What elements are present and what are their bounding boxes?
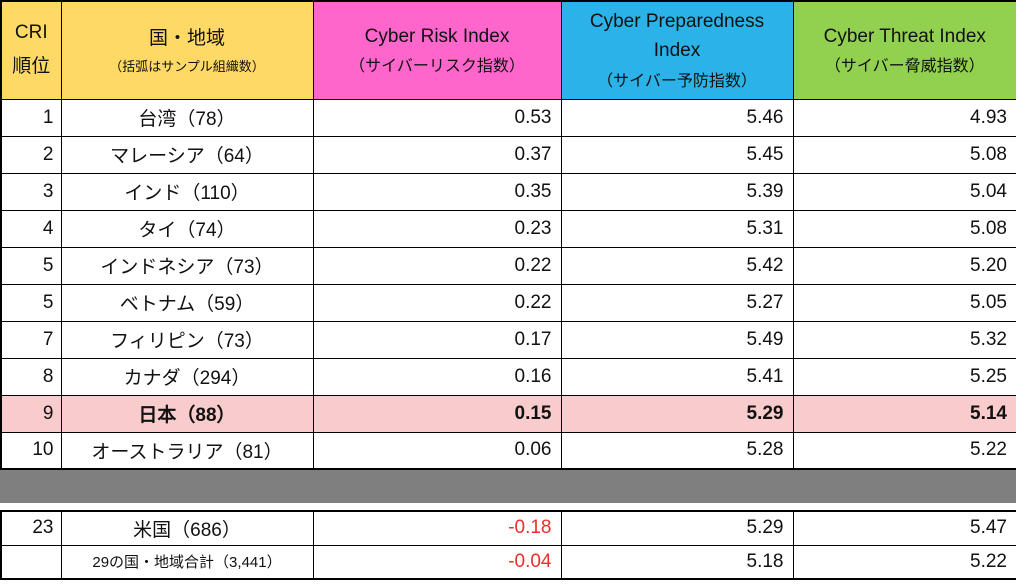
header-cri-rank-line2: 順位 [12, 56, 51, 78]
country-cell: オーストラリア（81） [60, 431, 314, 470]
prep-value-cell: 5.46 [560, 98, 794, 137]
country-cell: タイ（74） [60, 209, 314, 248]
table-row: 5 ベトナム（59） 0.22 5.27 5.05 [0, 283, 1016, 322]
threat-value-cell: 5.25 [792, 357, 1016, 396]
rank-cell: 10 [0, 431, 62, 470]
country-cell: カナダ（294） [60, 357, 314, 396]
header-cyber-preparedness-index: Cyber Preparedness Index （サイバー予防指数） [560, 0, 794, 100]
rank-cell: 9 [0, 394, 62, 433]
table-row: 8 カナダ（294） 0.16 5.41 5.25 [0, 357, 1016, 396]
threat-value-cell: 4.93 [792, 98, 1016, 137]
rank-cell: 4 [0, 209, 62, 248]
header-risk-title: Cyber Risk Index [364, 25, 510, 47]
separator-gap [0, 503, 1016, 510]
threat-value-cell: 5.05 [792, 283, 1016, 322]
risk-value-cell: 0.53 [312, 98, 562, 137]
prep-value-cell: 5.45 [560, 135, 794, 174]
country-cell: ベトナム（59） [60, 283, 314, 322]
rank-cell: 2 [0, 135, 62, 174]
prep-value-cell: 5.41 [560, 357, 794, 396]
risk-value-cell: 0.35 [312, 172, 562, 211]
country-cell: 米国（686） [60, 510, 314, 546]
header-cyber-threat-index: Cyber Threat Index （サイバー脅威指数） [792, 0, 1016, 100]
header-country-title: 国・地域 [148, 27, 225, 49]
prep-value-cell: 5.29 [560, 394, 794, 433]
header-cri-rank-line1: CRI [14, 22, 48, 44]
rank-cell-empty [0, 544, 62, 580]
risk-value-cell: 0.06 [312, 431, 562, 470]
header-country-region: 国・地域 （括弧はサンプル組織数） [60, 0, 314, 100]
threat-value-cell: 5.22 [792, 544, 1016, 580]
bottom-table: 23 米国（686） -0.18 5.29 5.47 29の国・地域合計（3,4… [0, 510, 1016, 580]
country-cell: 日本（88） [60, 394, 314, 433]
threat-value-cell: 5.20 [792, 246, 1016, 285]
threat-value-cell: 5.47 [792, 510, 1016, 546]
prep-value-cell: 5.39 [560, 172, 794, 211]
prep-value-cell: 5.28 [560, 431, 794, 470]
prep-value-cell: 5.31 [560, 209, 794, 248]
rank-cell: 7 [0, 320, 62, 359]
threat-value-cell: 5.04 [792, 172, 1016, 211]
threat-value-cell: 5.32 [792, 320, 1016, 359]
prep-value-cell: 5.49 [560, 320, 794, 359]
table-row: 3 インド（110） 0.35 5.39 5.04 [0, 172, 1016, 211]
risk-value-cell-negative: -0.18 [312, 510, 562, 546]
table-row: 1 台湾（78） 0.53 5.46 4.93 [0, 98, 1016, 137]
prep-value-cell: 5.27 [560, 283, 794, 322]
table-header-row: CRI 順位 国・地域 （括弧はサンプル組織数） Cyber Risk Inde… [0, 0, 1016, 100]
header-cyber-risk-index: Cyber Risk Index （サイバーリスク指数） [312, 0, 562, 100]
separator-band [0, 470, 1016, 503]
header-prep-title: Cyber Preparedness Index [589, 10, 765, 62]
header-threat-title: Cyber Threat Index [823, 25, 986, 47]
risk-value-cell: 0.37 [312, 135, 562, 174]
table-row-total: 29の国・地域合計（3,441） -0.04 5.18 5.22 [0, 544, 1016, 580]
risk-value-cell: 0.23 [312, 209, 562, 248]
prep-value-cell: 5.42 [560, 246, 794, 285]
table-row: 10 オーストラリア（81） 0.06 5.28 5.22 [0, 431, 1016, 470]
table-row: 4 タイ（74） 0.23 5.31 5.08 [0, 209, 1016, 248]
table-row: 5 インドネシア（73） 0.22 5.42 5.20 [0, 246, 1016, 285]
country-cell: インド（110） [60, 172, 314, 211]
threat-value-cell: 5.08 [792, 209, 1016, 248]
rank-cell: 3 [0, 172, 62, 211]
table-row: 7 フィリピン（73） 0.17 5.49 5.32 [0, 320, 1016, 359]
rank-cell: 1 [0, 98, 62, 137]
rank-cell: 8 [0, 357, 62, 396]
table-row-us: 23 米国（686） -0.18 5.29 5.47 [0, 510, 1016, 546]
rank-cell: 5 [0, 246, 62, 285]
country-cell: インドネシア（73） [60, 246, 314, 285]
threat-value-cell: 5.22 [792, 431, 1016, 470]
risk-value-cell: 0.16 [312, 357, 562, 396]
risk-value-cell-negative: -0.04 [312, 544, 562, 580]
country-cell-total: 29の国・地域合計（3,441） [60, 544, 314, 580]
header-cri-rank: CRI 順位 [0, 0, 62, 100]
header-threat-subtitle: （サイバー脅威指数） [824, 57, 985, 75]
rank-cell: 5 [0, 283, 62, 322]
prep-value-cell: 5.29 [560, 510, 794, 546]
country-cell: 台湾（78） [60, 98, 314, 137]
risk-value-cell: 0.15 [312, 394, 562, 433]
cri-ranking-table: CRI 順位 国・地域 （括弧はサンプル組織数） Cyber Risk Inde… [0, 0, 1016, 470]
header-prep-subtitle: （サイバー予防指数） [597, 72, 757, 90]
prep-value-cell: 5.18 [560, 544, 794, 580]
threat-value-cell: 5.08 [792, 135, 1016, 174]
risk-value-cell: 0.22 [312, 283, 562, 322]
risk-value-cell: 0.22 [312, 246, 562, 285]
header-risk-subtitle: （サイバーリスク指数） [349, 57, 525, 75]
rank-cell: 23 [0, 510, 62, 546]
table-row-japan-highlight: 9 日本（88） 0.15 5.29 5.14 [0, 394, 1016, 433]
table-row: 2 マレーシア（64） 0.37 5.45 5.08 [0, 135, 1016, 174]
risk-value-cell: 0.17 [312, 320, 562, 359]
threat-value-cell: 5.14 [792, 394, 1016, 433]
country-cell: フィリピン（73） [60, 320, 314, 359]
header-country-subtitle: （括弧はサンプル組織数） [109, 59, 265, 75]
country-cell: マレーシア（64） [60, 135, 314, 174]
